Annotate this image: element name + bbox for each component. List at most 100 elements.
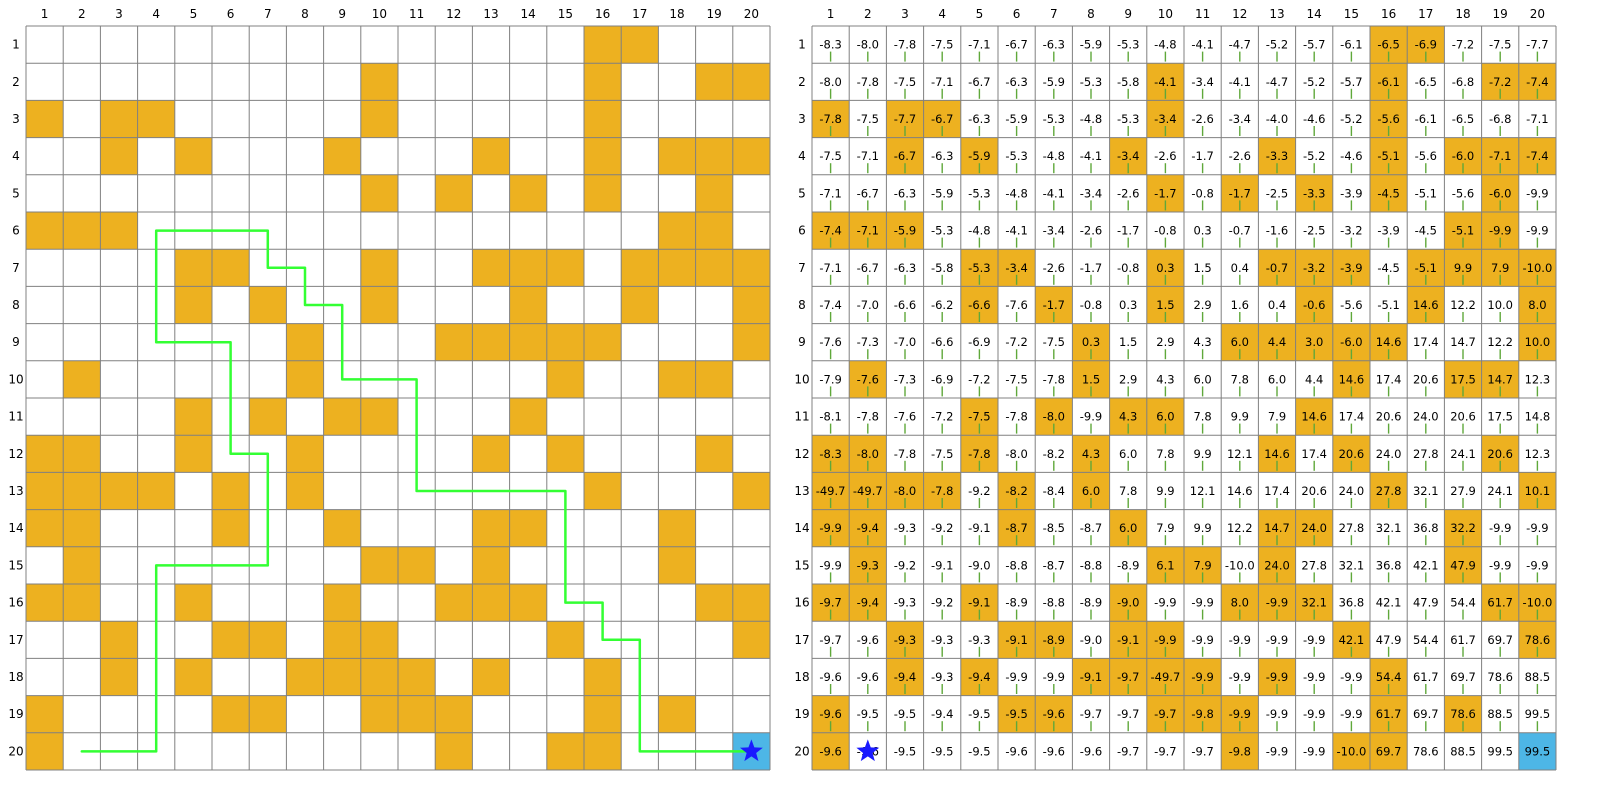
cell [63,323,101,361]
cell [695,100,733,138]
cell [398,174,436,212]
state-value: -6.6 [894,298,916,312]
cell [435,26,473,64]
wall-cell [323,658,361,696]
cell [1258,732,1296,770]
cell [249,658,287,696]
cell [360,584,398,622]
state-value: -9.9 [1266,633,1288,647]
cell [286,546,324,584]
row-label: 6 [798,224,806,238]
state-value: 1.6 [1231,298,1249,312]
cell [63,137,101,175]
state-value: -7.2 [1005,335,1027,349]
cell [472,621,510,659]
col-label: 8 [1087,7,1095,21]
cell [174,472,212,510]
cell [249,26,287,64]
cell [435,621,473,659]
state-value: -7.4 [819,224,841,238]
state-value: -9.9 [1489,224,1511,238]
col-label: 20 [1530,7,1545,21]
state-value: -6.8 [1452,75,1474,89]
wall-cell [695,212,733,250]
row-label: 5 [798,186,806,200]
state-value: 10.0 [1525,335,1551,349]
state-value: 61.7 [1450,633,1476,647]
state-value: 1.5 [1156,298,1174,312]
wall-cell [174,584,212,622]
cell [323,63,361,101]
state-value: -3.3 [1303,186,1325,200]
wall-cell [546,621,584,659]
state-value: 14.7 [1450,335,1476,349]
cell [695,286,733,324]
state-value: -4.8 [1154,38,1176,52]
cell [26,658,64,696]
state-value: -0.8 [1117,261,1139,275]
state-value: -6.5 [1415,75,1437,89]
state-value: -9.2 [931,596,953,610]
wall-cell [212,472,250,510]
state-value: -1.7 [1154,186,1176,200]
cell [323,472,361,510]
state-value: 17.4 [1339,410,1365,424]
state-value: -9.9 [1191,633,1213,647]
wall-cell [584,100,622,138]
state-value: -6.9 [1415,38,1437,52]
wall-cell [732,584,770,622]
cell [509,137,547,175]
col-label: 4 [152,7,160,21]
state-value: -6.3 [894,186,916,200]
state-value: -7.1 [1489,149,1511,163]
state-value: -4.8 [1043,149,1065,163]
state-value: -9.9 [1043,670,1065,684]
cell [323,695,361,733]
state-value: -9.6 [857,670,879,684]
state-value: -9.3 [857,558,879,572]
cell [249,100,287,138]
state-value: -4.5 [1377,186,1399,200]
state-value: -9.8 [1191,707,1213,721]
state-value: -3.4 [1005,261,1027,275]
state-value: -9.4 [857,521,879,535]
wall-cell [621,286,659,324]
col-label: 17 [1418,7,1433,21]
state-value: 47.9 [1376,633,1402,647]
state-value: -7.3 [894,372,916,386]
state-value: -9.9 [1303,670,1325,684]
state-value: -9.7 [1154,707,1176,721]
wall-cell [584,472,622,510]
state-value: -9.3 [894,521,916,535]
cell [26,360,64,398]
state-value: -9.3 [931,670,953,684]
state-value: -1.7 [1043,298,1065,312]
state-value: -49.7 [1151,670,1181,684]
state-value: -10.0 [1523,596,1553,610]
state-value: -5.3 [1005,149,1027,163]
state-value: -6.3 [968,112,990,126]
cell [286,26,324,64]
state-value: -6.1 [1377,75,1399,89]
state-value: -9.9 [1303,633,1325,647]
wall-cell [360,100,398,138]
state-value: 61.7 [1413,670,1439,684]
state-value: -9.1 [1080,670,1102,684]
state-value: 12.2 [1487,335,1513,349]
state-value: -6.3 [931,149,953,163]
cell [658,472,696,510]
row-label: 20 [8,744,23,758]
state-value: 6.0 [1119,447,1137,461]
cell [472,26,510,64]
wall-cell [1332,732,1370,770]
state-value: -9.7 [1191,744,1213,758]
cell [546,26,584,64]
wall-cell [584,323,622,361]
state-value: -6.3 [1043,38,1065,52]
state-value: -7.8 [931,484,953,498]
cell [621,584,659,622]
state-value: -8.2 [1005,484,1027,498]
state-value: -7.5 [1489,38,1511,52]
cell [398,732,436,770]
state-value: -7.2 [968,372,990,386]
